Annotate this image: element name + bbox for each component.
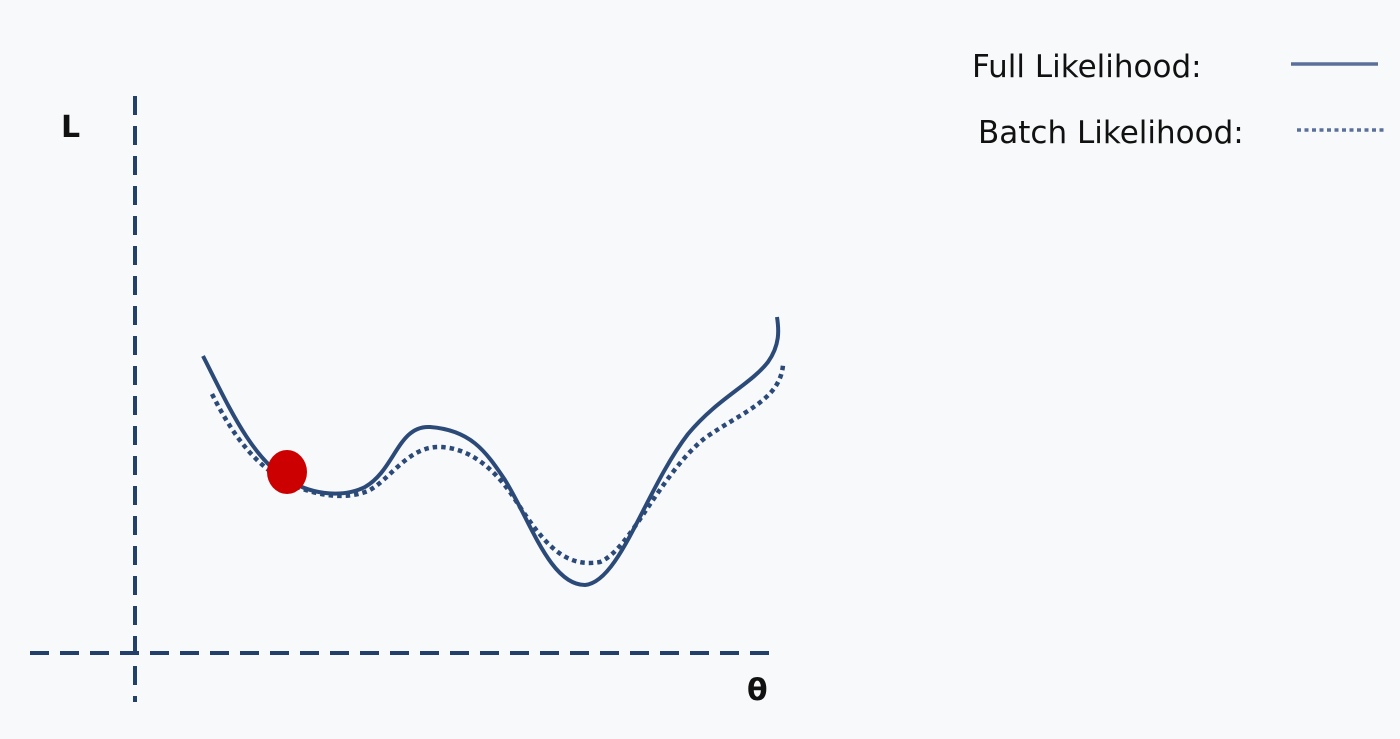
legend: Full Likelihood: Batch Likelihood: xyxy=(972,49,1385,151)
x-axis-label: θ xyxy=(747,673,768,708)
current-point-marker xyxy=(267,450,307,494)
legend-full-label: Full Likelihood: xyxy=(972,49,1202,85)
batch-likelihood-curve xyxy=(209,364,786,566)
full-likelihood-curve xyxy=(201,316,781,588)
legend-batch-label: Batch Likelihood: xyxy=(978,115,1244,151)
y-axis-label: L xyxy=(61,110,80,145)
